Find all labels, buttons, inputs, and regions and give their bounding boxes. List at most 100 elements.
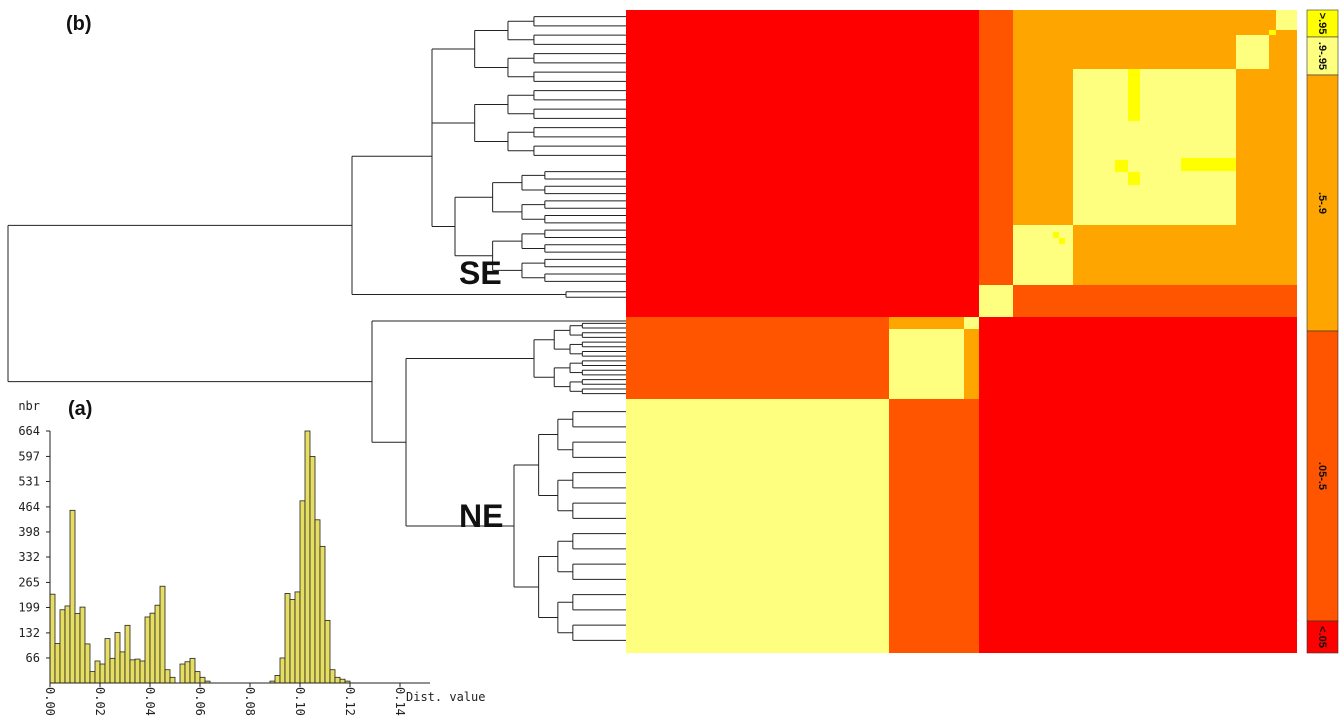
heat-spot-2 (1181, 158, 1236, 171)
histogram-bar (149, 612, 156, 684)
heat-spot-1 (1128, 69, 1140, 121)
histogram-x-tick-label: 0.00 (43, 687, 57, 716)
histogram-bar (314, 519, 321, 684)
histogram-bar (309, 456, 316, 684)
legend-label: >.95 (1316, 13, 1328, 35)
heat-block-se-corner (1276, 10, 1297, 30)
histogram-bar (54, 643, 61, 684)
histogram-bar (284, 593, 291, 684)
legend-label: <.05 (1316, 626, 1328, 648)
heat-block-se-core (1073, 69, 1236, 225)
histogram-y-tick-label: 66 (26, 651, 40, 665)
heat-spot-8 (964, 317, 979, 329)
heat-block-se-single (979, 285, 1013, 317)
histogram-x-label: Dist. value (406, 690, 485, 704)
heat-spot-7 (1059, 238, 1065, 244)
heat-block-ne-col (889, 399, 979, 653)
histogram-bar (164, 669, 171, 684)
legend-swatch (1306, 74, 1339, 332)
histogram-x-tick-label: 0.04 (143, 687, 157, 716)
dendrogram (7, 16, 626, 641)
histogram-x-tick-label: 0.02 (93, 687, 107, 716)
histogram-x-tick-label: 0.12 (343, 687, 357, 716)
histogram-bar (139, 660, 146, 684)
histogram: 664 597 531 464 398 332 265 199 132 66 nbr 0.00 0.02… (18, 399, 485, 716)
histogram-bar (49, 593, 56, 684)
histogram-y-tick-label: 265 (18, 575, 40, 589)
histogram-bar (334, 676, 341, 684)
histogram-bar (274, 675, 281, 684)
histogram-bar (134, 658, 141, 684)
histogram-y-tick-label: 132 (18, 626, 40, 640)
histogram-y-label: nbr (18, 399, 40, 413)
heat-block-ne-edge (964, 329, 979, 399)
heat-block-ne-row1 (626, 317, 889, 399)
legend-label: .9-.95 (1316, 42, 1328, 70)
histogram-bar (124, 624, 131, 684)
histogram-x-tick-label: 0.08 (243, 687, 257, 716)
heat-block-se-mid (979, 10, 1013, 285)
heat-spot-6 (1053, 232, 1059, 238)
histogram-bar (304, 430, 311, 684)
histogram-bar (194, 671, 201, 684)
heat-spot-5 (1269, 30, 1276, 35)
histogram-bar (299, 500, 306, 684)
histogram-bar (64, 605, 71, 684)
histogram-bar (184, 661, 191, 684)
histogram-bar (154, 604, 161, 684)
legend-swatch (1306, 620, 1339, 654)
histogram-bar (289, 599, 296, 684)
histogram-y-tick-label: 332 (18, 550, 40, 564)
cluster-label-se: SE (459, 255, 502, 291)
histogram-bar (129, 659, 136, 684)
histogram-bar (319, 545, 326, 684)
histogram-bar (94, 660, 101, 684)
histogram-y-tick-label: 597 (18, 449, 40, 463)
histogram-bar (159, 585, 166, 684)
heat-block-ne-strip (889, 317, 964, 329)
histogram-bar (199, 676, 206, 684)
color-legend: >.95 .9-.95 .5-.9 .05-.5 <.05 (1306, 9, 1339, 654)
cluster-label-ne: NE (459, 498, 503, 534)
heat-spot-4 (1128, 172, 1140, 185)
heat-spot-3 (1115, 160, 1128, 172)
panel-label-b: (b) (66, 13, 92, 35)
histogram-bar (104, 638, 111, 684)
heatmap (626, 10, 1297, 653)
histogram-bar (89, 671, 96, 684)
histogram-bar (84, 643, 91, 684)
legend-label: .05-.5 (1316, 462, 1328, 490)
histogram-bar (114, 632, 121, 684)
histogram-x-tick-label: 0.14 (393, 687, 407, 716)
histogram-y-tick-label: 531 (18, 474, 40, 488)
histogram-bar (189, 657, 196, 684)
histogram-bar (169, 676, 176, 684)
legend-swatch (1306, 330, 1339, 622)
panel-label-a: (a) (68, 398, 92, 420)
histogram-bar (279, 657, 286, 684)
histogram-bar (179, 663, 186, 684)
heat-block-se-pair (1236, 35, 1269, 69)
histogram-y-tick-label: 664 (18, 424, 40, 438)
legend-swatch (1306, 9, 1339, 38)
histogram-x-tick-label: 0.10 (293, 687, 307, 716)
heat-block-ne-diag1 (889, 329, 964, 399)
histogram-bar (119, 651, 126, 684)
heat-block-ne-se (979, 317, 1297, 653)
histogram-bar (144, 616, 151, 684)
heat-block-se-row (1013, 285, 1297, 317)
histogram-bar (324, 619, 331, 684)
histogram-bar (109, 657, 116, 684)
histogram-bar (99, 663, 106, 684)
histogram-y-tick-label: 464 (18, 500, 40, 514)
heat-block-se-small (1013, 225, 1073, 285)
legend-swatch (1306, 36, 1339, 76)
heat-block-ne-core (626, 399, 889, 653)
histogram-bar (294, 591, 301, 684)
heat-block-se-se (626, 10, 979, 317)
histogram-y-tick-label: 398 (18, 525, 40, 539)
histogram-bar (69, 509, 76, 684)
histogram-bar (339, 678, 346, 684)
